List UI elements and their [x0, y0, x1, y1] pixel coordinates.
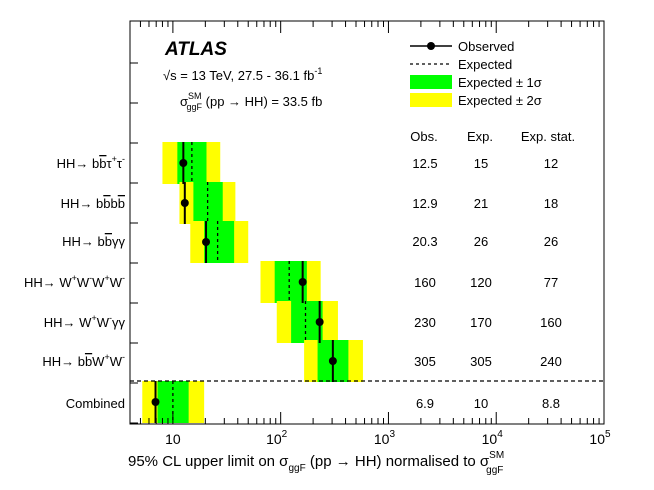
- row-label-bbbb: HH→ bbbb: [61, 196, 125, 211]
- table-header-expstat: Exp. stat.: [521, 129, 575, 144]
- obs-value: 305: [414, 354, 436, 369]
- energy-lumi-label: √s = 13 TeV, 27.5 - 36.1 fb-1: [163, 66, 322, 83]
- legend-band2-label: Expected ± 2σ: [458, 93, 542, 108]
- exp-value: 10: [474, 396, 488, 411]
- legend-band1-label: Expected ± 1σ: [458, 75, 542, 90]
- exp-value: 120: [470, 275, 492, 290]
- legend-expected-label: Expected: [458, 57, 512, 72]
- row-label-wwww: HH→ W+W-W+W-: [24, 273, 125, 290]
- row-label-bbww: HH→ bbW+W-: [42, 352, 125, 369]
- expstat-value: 18: [544, 196, 558, 211]
- expstat-value: 77: [544, 275, 558, 290]
- legend-observed-marker: [427, 42, 435, 50]
- table-header-obs: Obs.: [410, 129, 437, 144]
- row-label-combined: Combined: [66, 396, 125, 411]
- exp-value: 21: [474, 196, 488, 211]
- expstat-value: 26: [544, 234, 558, 249]
- row-label-wwgg: HH→ W+W-γγ: [44, 313, 126, 330]
- observed-marker: [315, 318, 324, 326]
- legend-band1-swatch: [410, 75, 452, 89]
- x-tick-label: 104: [482, 429, 504, 447]
- observed-marker: [298, 278, 307, 286]
- obs-value: 6.9: [416, 396, 434, 411]
- obs-value: 12.5: [412, 156, 437, 171]
- sm-xsec-label: σSM ggF (pp → HH) = 33.5 fb: [180, 91, 322, 112]
- x-axis-title: 95% CL upper limit on σggF (pp → HH) nor…: [128, 450, 504, 476]
- atlas-title: ATLAS: [164, 39, 227, 60]
- x-tick-label: 10: [165, 431, 181, 447]
- expstat-value: 8.8: [542, 396, 560, 411]
- x-tick-label: 105: [589, 429, 611, 447]
- row-label-bbtautau: HH→ bbτ+τ-: [57, 154, 125, 171]
- observed-marker: [151, 398, 160, 406]
- observed-marker: [328, 357, 337, 365]
- exp-value: 26: [474, 234, 488, 249]
- expstat-value: 240: [540, 354, 562, 369]
- legend: Observed Expected Expected ± 1σ Expected…: [410, 39, 542, 108]
- row-labels: HH→ bbτ+τ- HH→ bbbb HH→ bbγγ HH→ W+W-W+W…: [24, 154, 126, 411]
- table-values: 12.5 15 12 12.9 21 18 20.3 26 26 160 120…: [412, 156, 562, 411]
- obs-value: 230: [414, 315, 436, 330]
- expstat-value: 160: [540, 315, 562, 330]
- exp-value: 170: [470, 315, 492, 330]
- exp-value: 15: [474, 156, 488, 171]
- observed-marker: [180, 199, 189, 207]
- obs-value: 160: [414, 275, 436, 290]
- row-label-bbgg: HH→ bbγγ: [62, 234, 125, 249]
- axes-layer: 10 102 103 104 105: [129, 21, 611, 447]
- obs-value: 12.9: [412, 196, 437, 211]
- legend-band2-swatch: [410, 93, 452, 107]
- x-tick-label: 103: [374, 429, 396, 447]
- expstat-value: 12: [544, 156, 558, 171]
- observed-marker: [202, 238, 211, 246]
- legend-observed-label: Observed: [458, 39, 514, 54]
- table-header-exp: Exp.: [467, 129, 493, 144]
- lines-layer: [151, 142, 337, 423]
- observed-marker: [179, 159, 188, 167]
- x-tick-label: 102: [266, 429, 288, 447]
- exp-value: 305: [470, 354, 492, 369]
- obs-value: 20.3: [412, 234, 437, 249]
